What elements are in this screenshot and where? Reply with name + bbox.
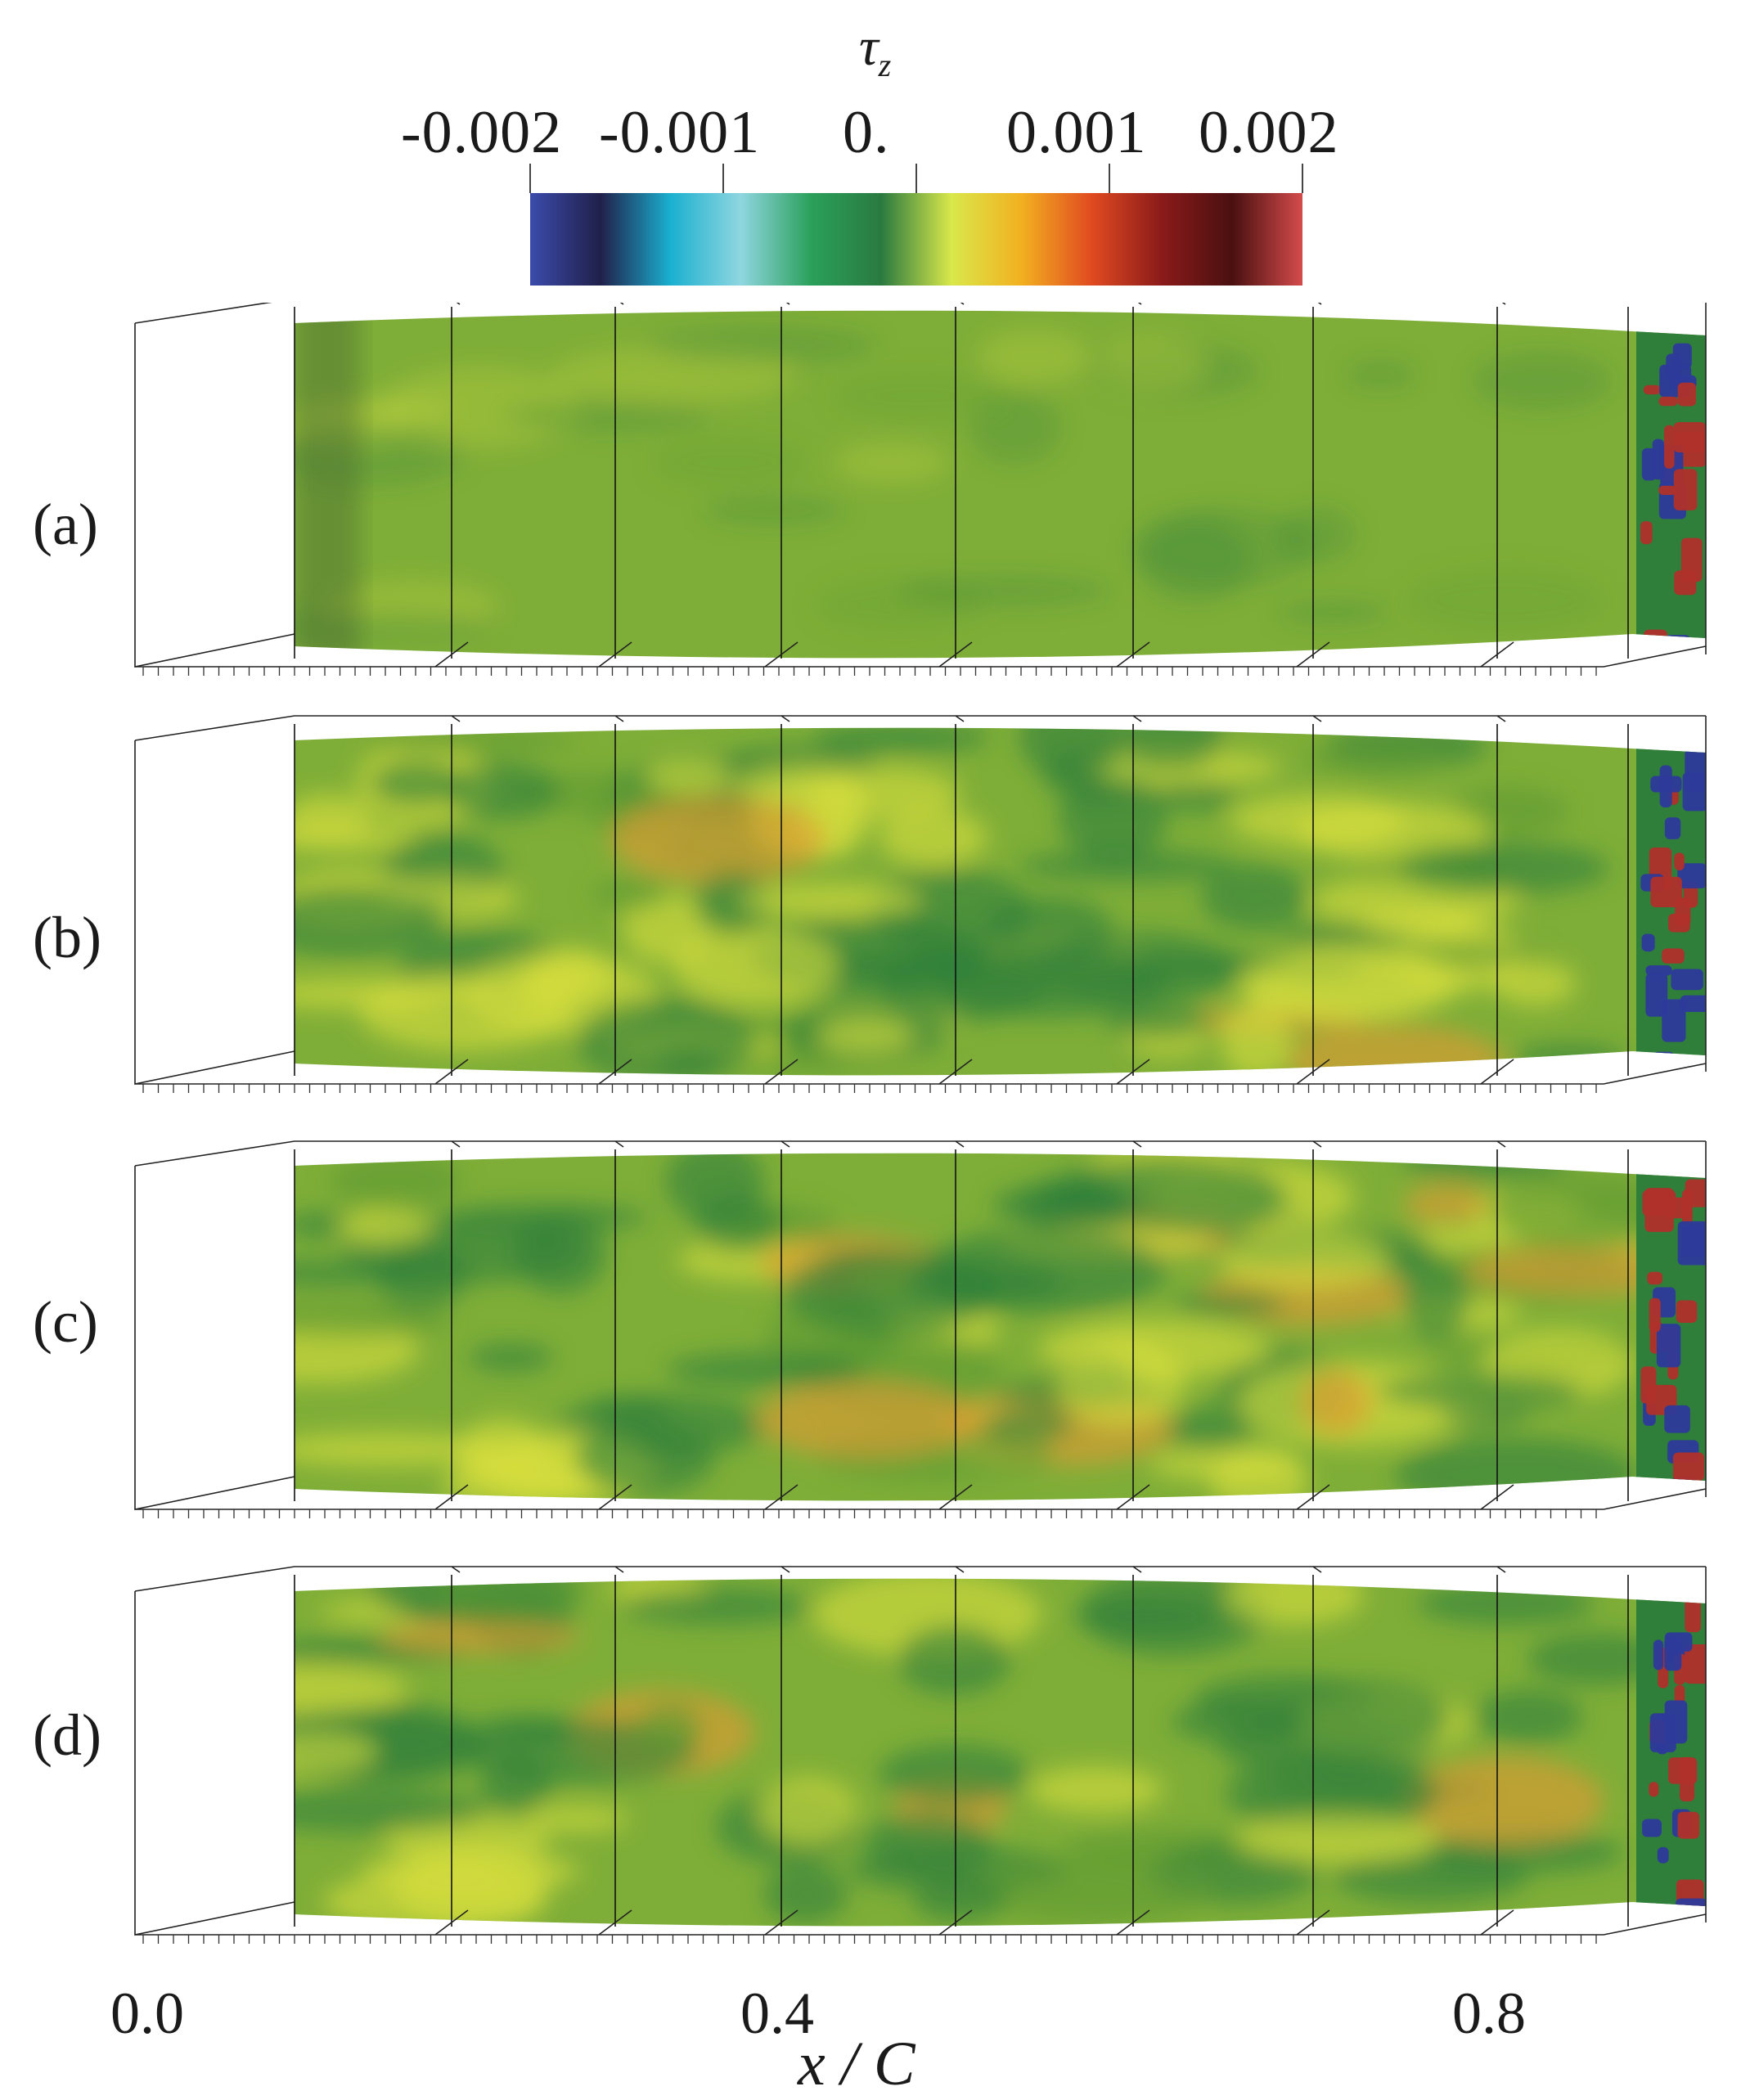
panel-label-a: (a) — [33, 492, 98, 557]
colorbar-title: τz — [859, 17, 892, 84]
x-tick-label: 0.0 — [110, 1981, 184, 2046]
panel-label-d: (d) — [33, 1702, 101, 1768]
panel — [134, 303, 1707, 676]
panels-area — [134, 303, 1707, 1944]
x-tick-label: 0.8 — [1452, 1981, 1526, 2046]
colorbar-tick-label: -0.001 — [599, 99, 761, 166]
panel — [134, 1140, 1707, 1518]
colorbar-ticks — [529, 164, 1303, 193]
colorbar — [530, 193, 1302, 286]
colorbar-tick-label: 0.001 — [1006, 99, 1147, 166]
panel — [134, 1566, 1707, 1944]
colorbar-tick-label: -0.002 — [401, 99, 563, 166]
x-axis-title: x / C — [798, 2030, 915, 2098]
panel-label-b: (b) — [33, 905, 101, 970]
panel-label-c: (c) — [33, 1289, 98, 1355]
panel — [134, 715, 1707, 1093]
colorbar-tick-label: 0. — [843, 99, 890, 166]
colorbar-tick-label: 0.002 — [1199, 99, 1339, 166]
x-tick-label: 0.4 — [740, 1981, 814, 2046]
